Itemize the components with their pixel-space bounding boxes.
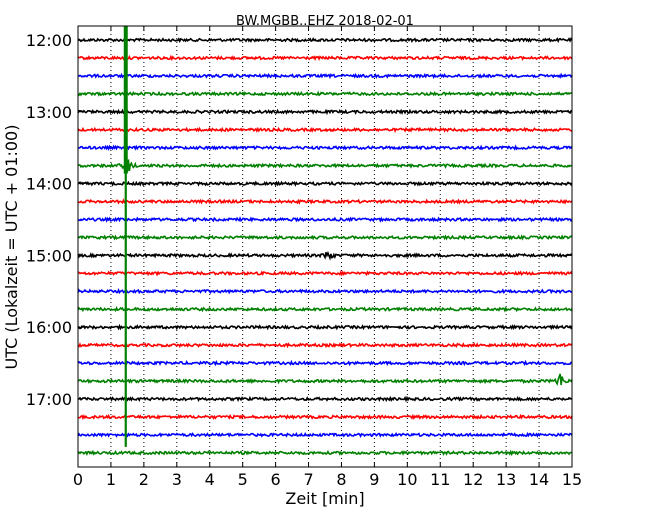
x-tick-label-3: 3 — [172, 470, 182, 489]
trace-1700 — [77, 395, 573, 403]
trace-1515 — [77, 270, 573, 277]
x-tick-label-8: 8 — [336, 470, 346, 489]
trace-1200 — [77, 37, 573, 44]
x-axis-label: Zeit [min] — [285, 489, 364, 508]
chart-title: BW.MGBB..EHZ 2018-02-01 — [236, 14, 414, 29]
trace-1645 — [77, 373, 573, 386]
x-tick-label-1: 1 — [106, 470, 116, 489]
plot-frame — [77, 25, 573, 468]
x-tick-label-4: 4 — [205, 470, 215, 489]
trace-1245 — [77, 90, 573, 97]
x-tick-label-0: 0 — [73, 470, 83, 489]
trace-1530 — [77, 287, 573, 295]
x-tick-label-12: 12 — [463, 470, 483, 489]
trace-1400 — [77, 180, 573, 187]
x-tick-label-11: 11 — [430, 470, 450, 489]
y-axis-label: UTC (Lokalzeit = UTC + 01:00) — [2, 125, 21, 370]
x-tick-label-10: 10 — [397, 470, 417, 489]
trace-1345 — [77, 159, 573, 173]
y-tick-label-1300: 13:00 — [26, 103, 72, 122]
trace-1500 — [77, 250, 573, 261]
y-tick-label-1500: 15:00 — [26, 246, 72, 265]
trace-1730 — [77, 431, 573, 438]
x-tick-label-2: 2 — [139, 470, 149, 489]
x-tick-label-5: 5 — [238, 470, 248, 489]
y-tick-label-1600: 16:00 — [26, 318, 72, 337]
x-tick-label-9: 9 — [369, 470, 379, 489]
trace-1230 — [77, 72, 573, 80]
grid — [110, 26, 540, 467]
x-tick-label-13: 13 — [496, 470, 516, 489]
trace-1215 — [77, 54, 573, 62]
trace-1745 — [77, 449, 573, 457]
traces — [77, 26, 573, 457]
y-tick-label-1200: 12:00 — [26, 31, 72, 50]
trace-1315 — [77, 126, 573, 133]
trace-1545 — [77, 305, 573, 313]
axes: 0 1 2 3 4 5 6 7 8 9 10 11 12 13 14 1512:0013:0014:0015:… — [26, 25, 582, 489]
trace-1615 — [77, 342, 573, 349]
y-tick-label-1700: 17:00 — [26, 390, 72, 409]
trace-1715 — [77, 413, 573, 421]
x-tick-label-7: 7 — [303, 470, 313, 489]
trace-1330 — [77, 144, 573, 151]
x-tick-label-14: 14 — [529, 470, 549, 489]
y-tick-label-1400: 14:00 — [26, 175, 72, 194]
x-tick-label-15: 15 — [562, 470, 582, 489]
trace-1300 — [77, 108, 573, 116]
trace-1445 — [77, 234, 573, 241]
trace-1430 — [77, 216, 573, 223]
trace-1630 — [77, 359, 573, 367]
trace-1600 — [77, 323, 573, 331]
trace-1415 — [77, 198, 573, 205]
x-tick-label-6: 6 — [271, 470, 281, 489]
